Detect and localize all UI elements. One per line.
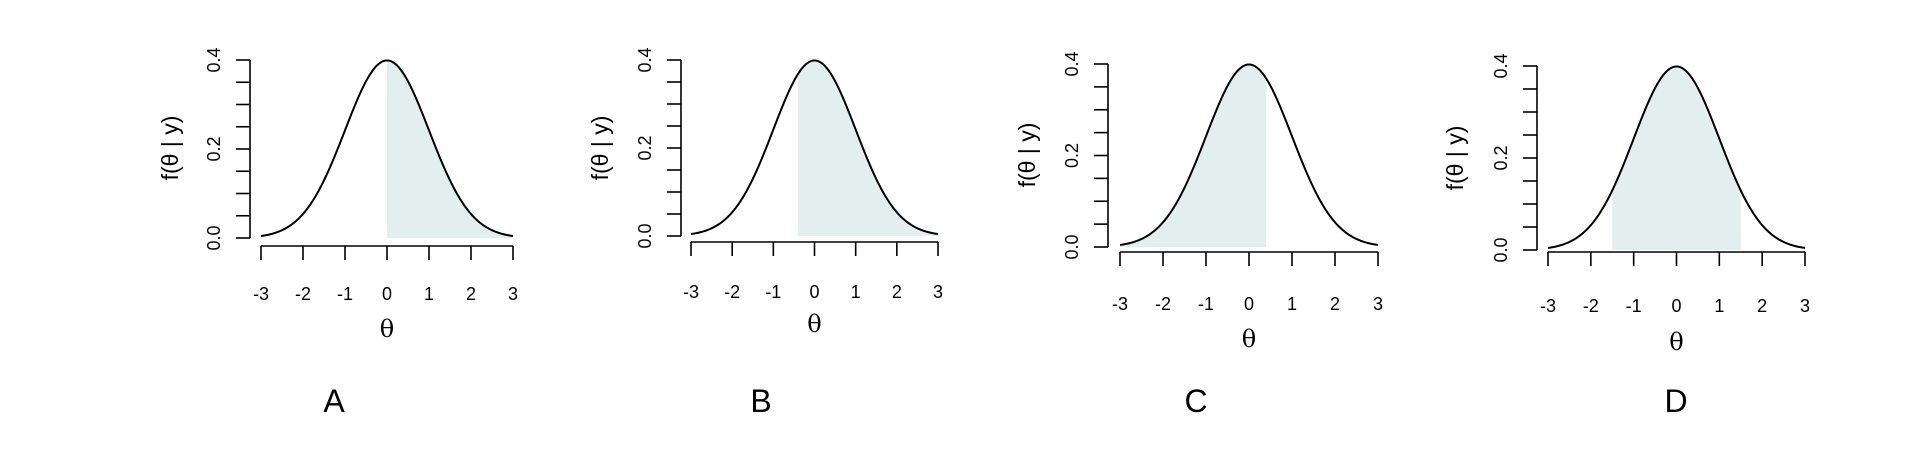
y-tick-label: 0.4 (204, 47, 224, 72)
x-tick-label: 3 (508, 284, 518, 304)
y-axis-title: f(θ | y) (587, 116, 613, 181)
x-tick-label: -1 (337, 284, 353, 304)
density-curve (1547, 65, 1806, 249)
x-tick-label: 2 (892, 282, 902, 302)
x-tick-label: 0 (1244, 294, 1254, 314)
shaded-region (1612, 66, 1741, 251)
x-tick-label: -2 (1583, 296, 1599, 316)
x-tick-label: 1 (1287, 294, 1297, 314)
y-tick-label: 0.2 (635, 135, 655, 160)
density-curve (260, 59, 514, 238)
x-tick-label: -2 (724, 282, 740, 302)
x-tick-label: 1 (1714, 296, 1724, 316)
y-axis-title: f(θ | y) (157, 116, 183, 181)
panel-c: -3 -2 -1 0 1 2 3 0.0 0.2 0.4 θ f(θ | y) C (1014, 51, 1383, 419)
x-tick-label: 3 (1373, 294, 1383, 314)
x-tick-label: -3 (1540, 296, 1556, 316)
x-axis-title: θ (1669, 328, 1683, 356)
y-axis-title: f(θ | y) (1014, 123, 1040, 188)
x-axis-title: θ (1242, 325, 1256, 353)
x-tick-label: 2 (1330, 294, 1340, 314)
x-axis-title: θ (380, 315, 394, 343)
y-axis-title: f(θ | y) (1442, 126, 1468, 191)
y-tick-label: 0.4 (1491, 53, 1511, 78)
x-tick-label: 2 (1757, 296, 1767, 316)
panel-a: -3 -2 -1 0 1 2 3 0.0 0.2 0.4 θ f(θ | y) A (157, 47, 518, 419)
y-tick-label: 0.2 (1062, 143, 1082, 168)
shaded-region (1120, 64, 1267, 247)
shaded-region (798, 60, 938, 236)
x-tick-label: -2 (295, 284, 311, 304)
panel-b: -3 -2 -1 0 1 2 3 0.0 0.2 0.4 θ f(θ | y) B (587, 47, 943, 419)
x-tick-label: -1 (1626, 296, 1642, 316)
y-tick-label: 0.2 (1491, 145, 1511, 170)
panel-label: D (1664, 383, 1687, 419)
x-tick-label: 3 (1800, 296, 1810, 316)
y-tick-label: 0.2 (204, 136, 224, 161)
y-tick-label: 0.0 (635, 223, 655, 248)
density-curve (1119, 63, 1379, 246)
x-tick-label: -1 (1198, 294, 1214, 314)
x-tick-label: 1 (851, 282, 861, 302)
density-curve (690, 59, 939, 236)
x-tick-label: 0 (809, 282, 819, 302)
y-tick-label: 0.0 (1062, 234, 1082, 259)
x-tick-label: 0 (1671, 296, 1681, 316)
x-tick-label: 3 (933, 282, 943, 302)
shaded-region (387, 60, 513, 238)
x-tick-label: -3 (1112, 294, 1128, 314)
x-tick-label: 2 (466, 284, 476, 304)
y-tick-label: 0.4 (635, 47, 655, 72)
x-tick-label: -3 (253, 284, 269, 304)
y-tick-label: 0.4 (1062, 51, 1082, 76)
y-tick-label: 0.0 (204, 225, 224, 250)
panel-d: -3 -2 -1 0 1 2 3 0.0 0.2 0.4 θ f(θ | y) D (1442, 53, 1810, 419)
x-tick-label: -3 (683, 282, 699, 302)
x-tick-label: 1 (424, 284, 434, 304)
x-tick-label: 0 (382, 284, 392, 304)
panel-label: C (1184, 383, 1207, 419)
panel-label: B (750, 383, 771, 419)
x-tick-label: -2 (1155, 294, 1171, 314)
x-tick-label: -1 (765, 282, 781, 302)
x-axis-title: θ (807, 310, 821, 338)
y-tick-label: 0.0 (1491, 237, 1511, 262)
panel-label: A (323, 383, 345, 419)
